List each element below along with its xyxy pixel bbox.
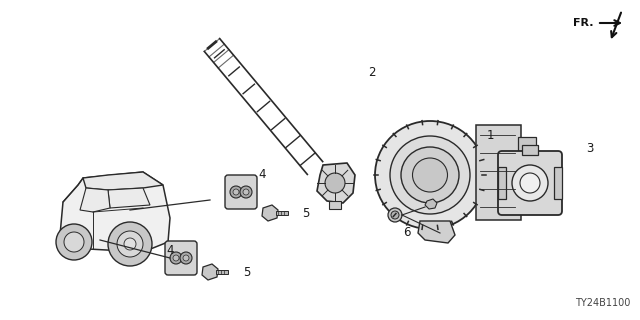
Bar xyxy=(216,270,228,274)
Text: FR.: FR. xyxy=(573,18,593,28)
Circle shape xyxy=(243,189,249,195)
FancyBboxPatch shape xyxy=(225,175,257,209)
Text: 2: 2 xyxy=(368,66,376,78)
Circle shape xyxy=(325,173,345,193)
Bar xyxy=(518,197,536,211)
Circle shape xyxy=(180,252,192,264)
Circle shape xyxy=(233,189,239,195)
Bar xyxy=(522,145,538,155)
Ellipse shape xyxy=(390,136,470,214)
Circle shape xyxy=(391,211,399,219)
Circle shape xyxy=(124,238,136,250)
Circle shape xyxy=(117,231,143,257)
Circle shape xyxy=(56,224,92,260)
Bar xyxy=(554,167,562,199)
Circle shape xyxy=(520,173,540,193)
Circle shape xyxy=(173,255,179,261)
Bar xyxy=(276,211,288,215)
Bar xyxy=(498,167,506,199)
Bar xyxy=(518,137,536,151)
Polygon shape xyxy=(202,264,218,280)
Ellipse shape xyxy=(401,147,459,203)
Polygon shape xyxy=(262,205,278,221)
Text: 4: 4 xyxy=(166,244,173,257)
Circle shape xyxy=(170,252,182,264)
Circle shape xyxy=(64,232,84,252)
Polygon shape xyxy=(425,199,437,209)
FancyBboxPatch shape xyxy=(165,241,197,275)
Bar xyxy=(476,125,521,220)
Text: 1: 1 xyxy=(486,129,493,141)
Circle shape xyxy=(512,165,548,201)
Polygon shape xyxy=(80,188,110,212)
Text: TY24B1100: TY24B1100 xyxy=(575,298,630,308)
Polygon shape xyxy=(418,221,455,243)
Polygon shape xyxy=(83,172,163,190)
Circle shape xyxy=(183,255,189,261)
Polygon shape xyxy=(108,188,150,208)
Text: 5: 5 xyxy=(243,266,250,278)
Circle shape xyxy=(240,186,252,198)
FancyBboxPatch shape xyxy=(498,151,562,215)
Ellipse shape xyxy=(375,121,485,229)
Text: 3: 3 xyxy=(586,141,594,155)
Ellipse shape xyxy=(413,158,447,192)
Text: 6: 6 xyxy=(403,226,411,238)
Circle shape xyxy=(230,186,242,198)
Polygon shape xyxy=(60,172,170,252)
Circle shape xyxy=(388,208,402,222)
Bar xyxy=(329,201,341,209)
Circle shape xyxy=(108,222,152,266)
Text: 5: 5 xyxy=(302,206,309,220)
Text: 4: 4 xyxy=(259,167,266,180)
Bar xyxy=(518,167,536,181)
Polygon shape xyxy=(317,163,355,203)
